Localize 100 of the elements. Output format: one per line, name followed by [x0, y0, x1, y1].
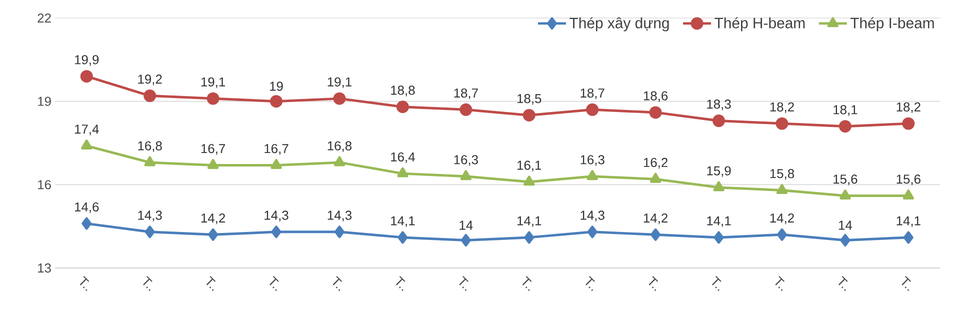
- x-tick-label: T..: [902, 276, 911, 291]
- point: [713, 181, 724, 192]
- point: [271, 226, 282, 238]
- data-label: 16,3: [580, 155, 604, 166]
- point: [208, 228, 218, 241]
- point: [397, 167, 408, 178]
- data-label: 14,1: [707, 216, 731, 227]
- data-label: 19,2: [138, 74, 162, 86]
- data-label: 19,1: [328, 77, 352, 88]
- x-tick-label: T..: [332, 276, 342, 291]
- data-label: 14,3: [264, 210, 288, 222]
- point: [207, 158, 219, 169]
- point: [524, 176, 535, 186]
- point: [82, 217, 92, 230]
- data-label: 16,2: [644, 158, 668, 169]
- point: [586, 170, 598, 180]
- x-tick-label: T..: [143, 276, 152, 291]
- legend-label: Thép xây dựng: [570, 17, 669, 32]
- data-label: 16,7: [201, 144, 225, 155]
- point: [144, 90, 156, 102]
- point: [460, 103, 472, 116]
- point: [650, 228, 661, 241]
- point: [270, 158, 282, 169]
- point: [714, 231, 724, 244]
- point: [144, 156, 156, 166]
- point: [334, 226, 344, 238]
- x-tick-label: T..: [459, 276, 468, 291]
- data-label: 14,1: [896, 216, 920, 227]
- data-label: 18,2: [896, 102, 920, 114]
- point: [333, 92, 346, 105]
- point: [838, 120, 852, 133]
- x-tick-label: T..: [396, 276, 406, 291]
- point: [840, 190, 851, 200]
- data-label: 14,3: [138, 210, 162, 222]
- point: [776, 117, 788, 130]
- x-tick-label: T..: [586, 276, 595, 291]
- data-label: 18,1: [834, 105, 858, 116]
- data-label: 16,4: [391, 152, 415, 164]
- data-label: 16,3: [454, 155, 478, 166]
- point: [712, 114, 726, 128]
- data-label: 14,3: [328, 210, 352, 222]
- point: [840, 234, 850, 246]
- y-tick-label: 16: [38, 180, 51, 190]
- data-label: 15,6: [834, 174, 858, 186]
- data-label: 14,2: [644, 213, 668, 224]
- data-label: 18,7: [580, 88, 604, 100]
- data-label: 14: [838, 220, 852, 230]
- legend-label: Thép I-beam: [850, 17, 934, 32]
- point: [460, 234, 471, 246]
- point: [522, 108, 536, 122]
- point: [81, 140, 92, 150]
- point: [650, 172, 662, 183]
- point: [776, 184, 788, 194]
- point: [334, 156, 346, 166]
- legend-label: Thép H-beam: [714, 17, 805, 32]
- x-tick-label: T..: [648, 276, 658, 291]
- data-label: 19,9: [74, 55, 99, 66]
- x-tick-label: T..: [270, 276, 279, 291]
- data-label: 18,6: [644, 91, 668, 102]
- data-label: 14,1: [518, 216, 542, 227]
- y-tick-label: 13: [38, 263, 51, 273]
- point: [902, 190, 914, 200]
- point: [776, 228, 787, 241]
- data-label: 14,1: [391, 216, 415, 227]
- data-label: 14,6: [74, 202, 99, 214]
- x-tick-label: T..: [775, 276, 785, 291]
- data-label: 16,7: [264, 144, 288, 155]
- data-label: 14,2: [770, 213, 794, 224]
- point: [206, 92, 220, 105]
- point: [586, 103, 599, 116]
- data-label: 16,1: [518, 160, 542, 172]
- point: [144, 226, 155, 238]
- point: [902, 117, 915, 130]
- data-label: 17,4: [74, 124, 99, 136]
- point: [524, 231, 534, 244]
- data-label: 14,2: [201, 213, 225, 224]
- data-label: 18,7: [454, 88, 478, 100]
- point: [460, 170, 472, 180]
- point: [587, 226, 598, 238]
- data-label: 15,6: [896, 174, 920, 186]
- point: [270, 95, 283, 108]
- point: [396, 100, 409, 114]
- data-label: 18,2: [770, 102, 794, 114]
- x-tick-label: T..: [80, 276, 90, 291]
- data-label: 19,1: [201, 77, 226, 88]
- data-label: 14: [460, 220, 473, 230]
- data-label: 14,3: [580, 210, 604, 222]
- y-tick-label: 19: [38, 96, 51, 106]
- x-tick-label: T..: [838, 276, 848, 291]
- data-label: 18,5: [518, 94, 542, 105]
- y-tick-label: 22: [38, 13, 51, 23]
- x-tick-label: T..: [522, 276, 532, 291]
- point: [80, 70, 93, 83]
- data-label: 19: [270, 82, 283, 91]
- x-tick-label: T..: [206, 276, 216, 291]
- point: [903, 231, 914, 244]
- point: [398, 231, 408, 244]
- data-label: 15,9: [707, 166, 731, 177]
- data-label: 16,8: [328, 141, 352, 152]
- point: [649, 106, 662, 119]
